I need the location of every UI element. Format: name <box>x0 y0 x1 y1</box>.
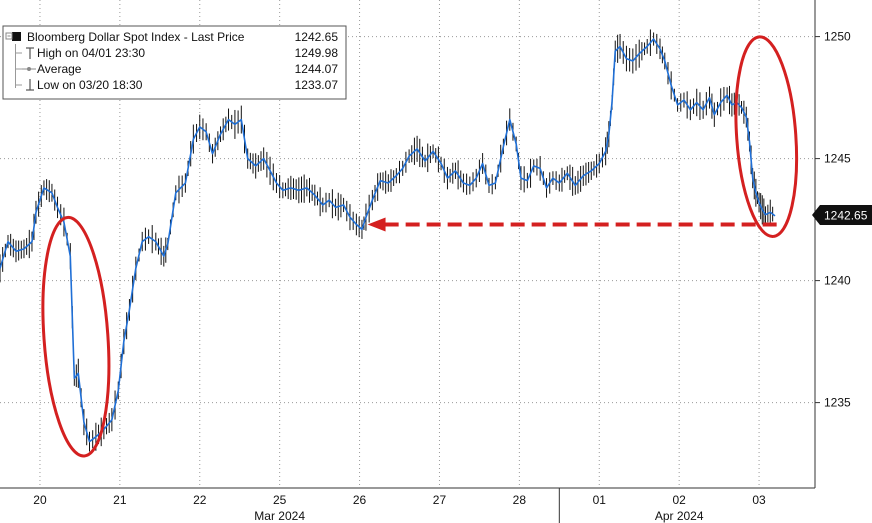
axes: 1235 1240 1245 1250 20 21 22 25 26 27 28 01 02 03 Mar … <box>0 0 851 523</box>
legend-label-high: High on 04/01 23:30 <box>37 46 145 60</box>
legend-value-low: 1233.07 <box>295 78 339 92</box>
x-tick-label: 22 <box>193 493 207 507</box>
x-tick-label: 26 <box>353 493 367 507</box>
x-tick-label: 03 <box>752 493 766 507</box>
y-tick-label: 1245 <box>824 152 851 166</box>
legend: Bloomberg Dollar Spot Index - Last Price… <box>2 25 347 100</box>
series-line <box>0 38 776 443</box>
legend-value-last-price: 1242.65 <box>295 30 339 44</box>
legend-swatch-square-icon <box>12 32 21 41</box>
legend-collapse-icon[interactable] <box>5 32 13 40</box>
month-label: Mar 2024 <box>254 509 305 523</box>
grid <box>0 0 815 488</box>
legend-box <box>2 25 347 100</box>
x-tick-label: 28 <box>513 493 527 507</box>
x-tick-label: 01 <box>593 493 607 507</box>
x-tick-label: 02 <box>672 493 686 507</box>
x-tick-label: 25 <box>273 493 287 507</box>
y-tick-label: 1250 <box>824 30 851 44</box>
arrow-head-icon <box>367 217 386 232</box>
last-price-tag: 1242.65 <box>812 205 872 225</box>
highlight-ellipse <box>734 35 799 238</box>
legend-label-average: Average <box>37 62 82 76</box>
last-price-tag-shape <box>812 205 872 225</box>
x-tick-label: 21 <box>113 493 127 507</box>
legend-label-low: Low on 03/20 18:30 <box>37 78 143 92</box>
legend-label-last-price: Bloomberg Dollar Spot Index - Last Price <box>27 30 245 44</box>
y-tick-label: 1240 <box>824 274 851 288</box>
y-tick-label: 1235 <box>824 396 851 410</box>
annotations <box>41 35 799 458</box>
month-label: Apr 2024 <box>655 509 704 523</box>
price-series <box>0 29 776 452</box>
x-tick-label: 27 <box>433 493 447 507</box>
x-tick-label: 20 <box>33 493 47 507</box>
last-price-value: 1242.65 <box>824 209 868 223</box>
legend-value-average: 1244.07 <box>295 62 339 76</box>
highlight-ellipse <box>41 215 111 458</box>
legend-value-high: 1249.98 <box>295 46 339 60</box>
